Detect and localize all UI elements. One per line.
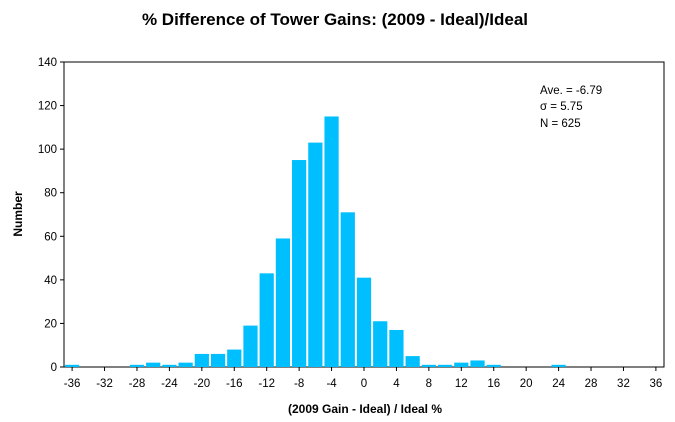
x-tick-label: 12 [455, 378, 468, 390]
histogram-bar [243, 325, 258, 367]
x-tick-label: 36 [649, 378, 662, 390]
stat-average: Ave. = -6.79 [540, 85, 602, 97]
stats-annotation: Ave. = -6.79 σ = 5.75 N = 625 [540, 85, 602, 130]
histogram-bar [308, 142, 323, 367]
histogram-bar [275, 238, 291, 367]
x-tick-label: -12 [258, 378, 275, 390]
stat-sigma: σ = 5.75 [540, 101, 583, 113]
chart-title: % Difference of Tower Gains: (2009 - Ide… [142, 10, 528, 29]
histogram-bar [470, 360, 485, 367]
histogram-bar [486, 364, 501, 367]
x-tick-label: 4 [393, 378, 400, 390]
x-tick-label: -24 [161, 378, 178, 390]
histogram-bar [454, 362, 469, 367]
x-tick-label: -20 [194, 378, 211, 390]
histogram-bar [259, 273, 274, 367]
y-tick-label: 20 [44, 318, 57, 330]
histogram-bar [437, 364, 453, 367]
x-tick-label: -32 [96, 378, 113, 390]
x-tick-label: -28 [129, 378, 146, 390]
histogram-bar [146, 362, 161, 367]
histogram-bar [373, 321, 388, 367]
y-tick-label: 100 [38, 144, 57, 156]
x-tick-label: 32 [617, 378, 630, 390]
histogram-bar [129, 364, 145, 367]
histogram-bar [227, 349, 242, 367]
histogram-bar [65, 364, 80, 367]
y-tick-label: 80 [44, 188, 57, 200]
x-tick-label: 28 [585, 378, 598, 390]
x-tick-label: -16 [226, 378, 243, 390]
histogram-bar [405, 356, 420, 367]
y-tick-label: 140 [38, 57, 57, 69]
histogram-bar [421, 364, 436, 367]
y-tick-label: 0 [51, 362, 57, 374]
histogram-bar [194, 353, 209, 367]
histogram-bar [162, 364, 177, 367]
histogram-bar [356, 277, 372, 367]
histogram-bar [324, 116, 339, 367]
histogram-bar [178, 362, 193, 367]
x-tick-label: 0 [361, 378, 367, 390]
histogram-bar [210, 353, 226, 367]
y-tick-label: 60 [44, 231, 57, 243]
histogram-bar [340, 212, 355, 367]
y-axis-label: Number [11, 191, 25, 237]
x-tick-label: -8 [294, 378, 304, 390]
x-tick-label: -4 [326, 378, 337, 390]
x-axis-label: (2009 Gain - Ideal) / Ideal % [288, 402, 442, 416]
histogram-bar [389, 329, 404, 367]
stat-count: N = 625 [540, 118, 581, 130]
x-tick-label: -36 [64, 378, 81, 390]
histogram-bar [292, 160, 307, 367]
x-tick-label: 20 [520, 378, 533, 390]
x-tick-label: 16 [487, 378, 500, 390]
histogram-bar [551, 364, 566, 367]
x-tick-label: 24 [552, 378, 565, 390]
y-tick-label: 40 [44, 275, 57, 287]
x-tick-label: 8 [426, 378, 432, 390]
y-tick-label: 120 [38, 101, 57, 113]
